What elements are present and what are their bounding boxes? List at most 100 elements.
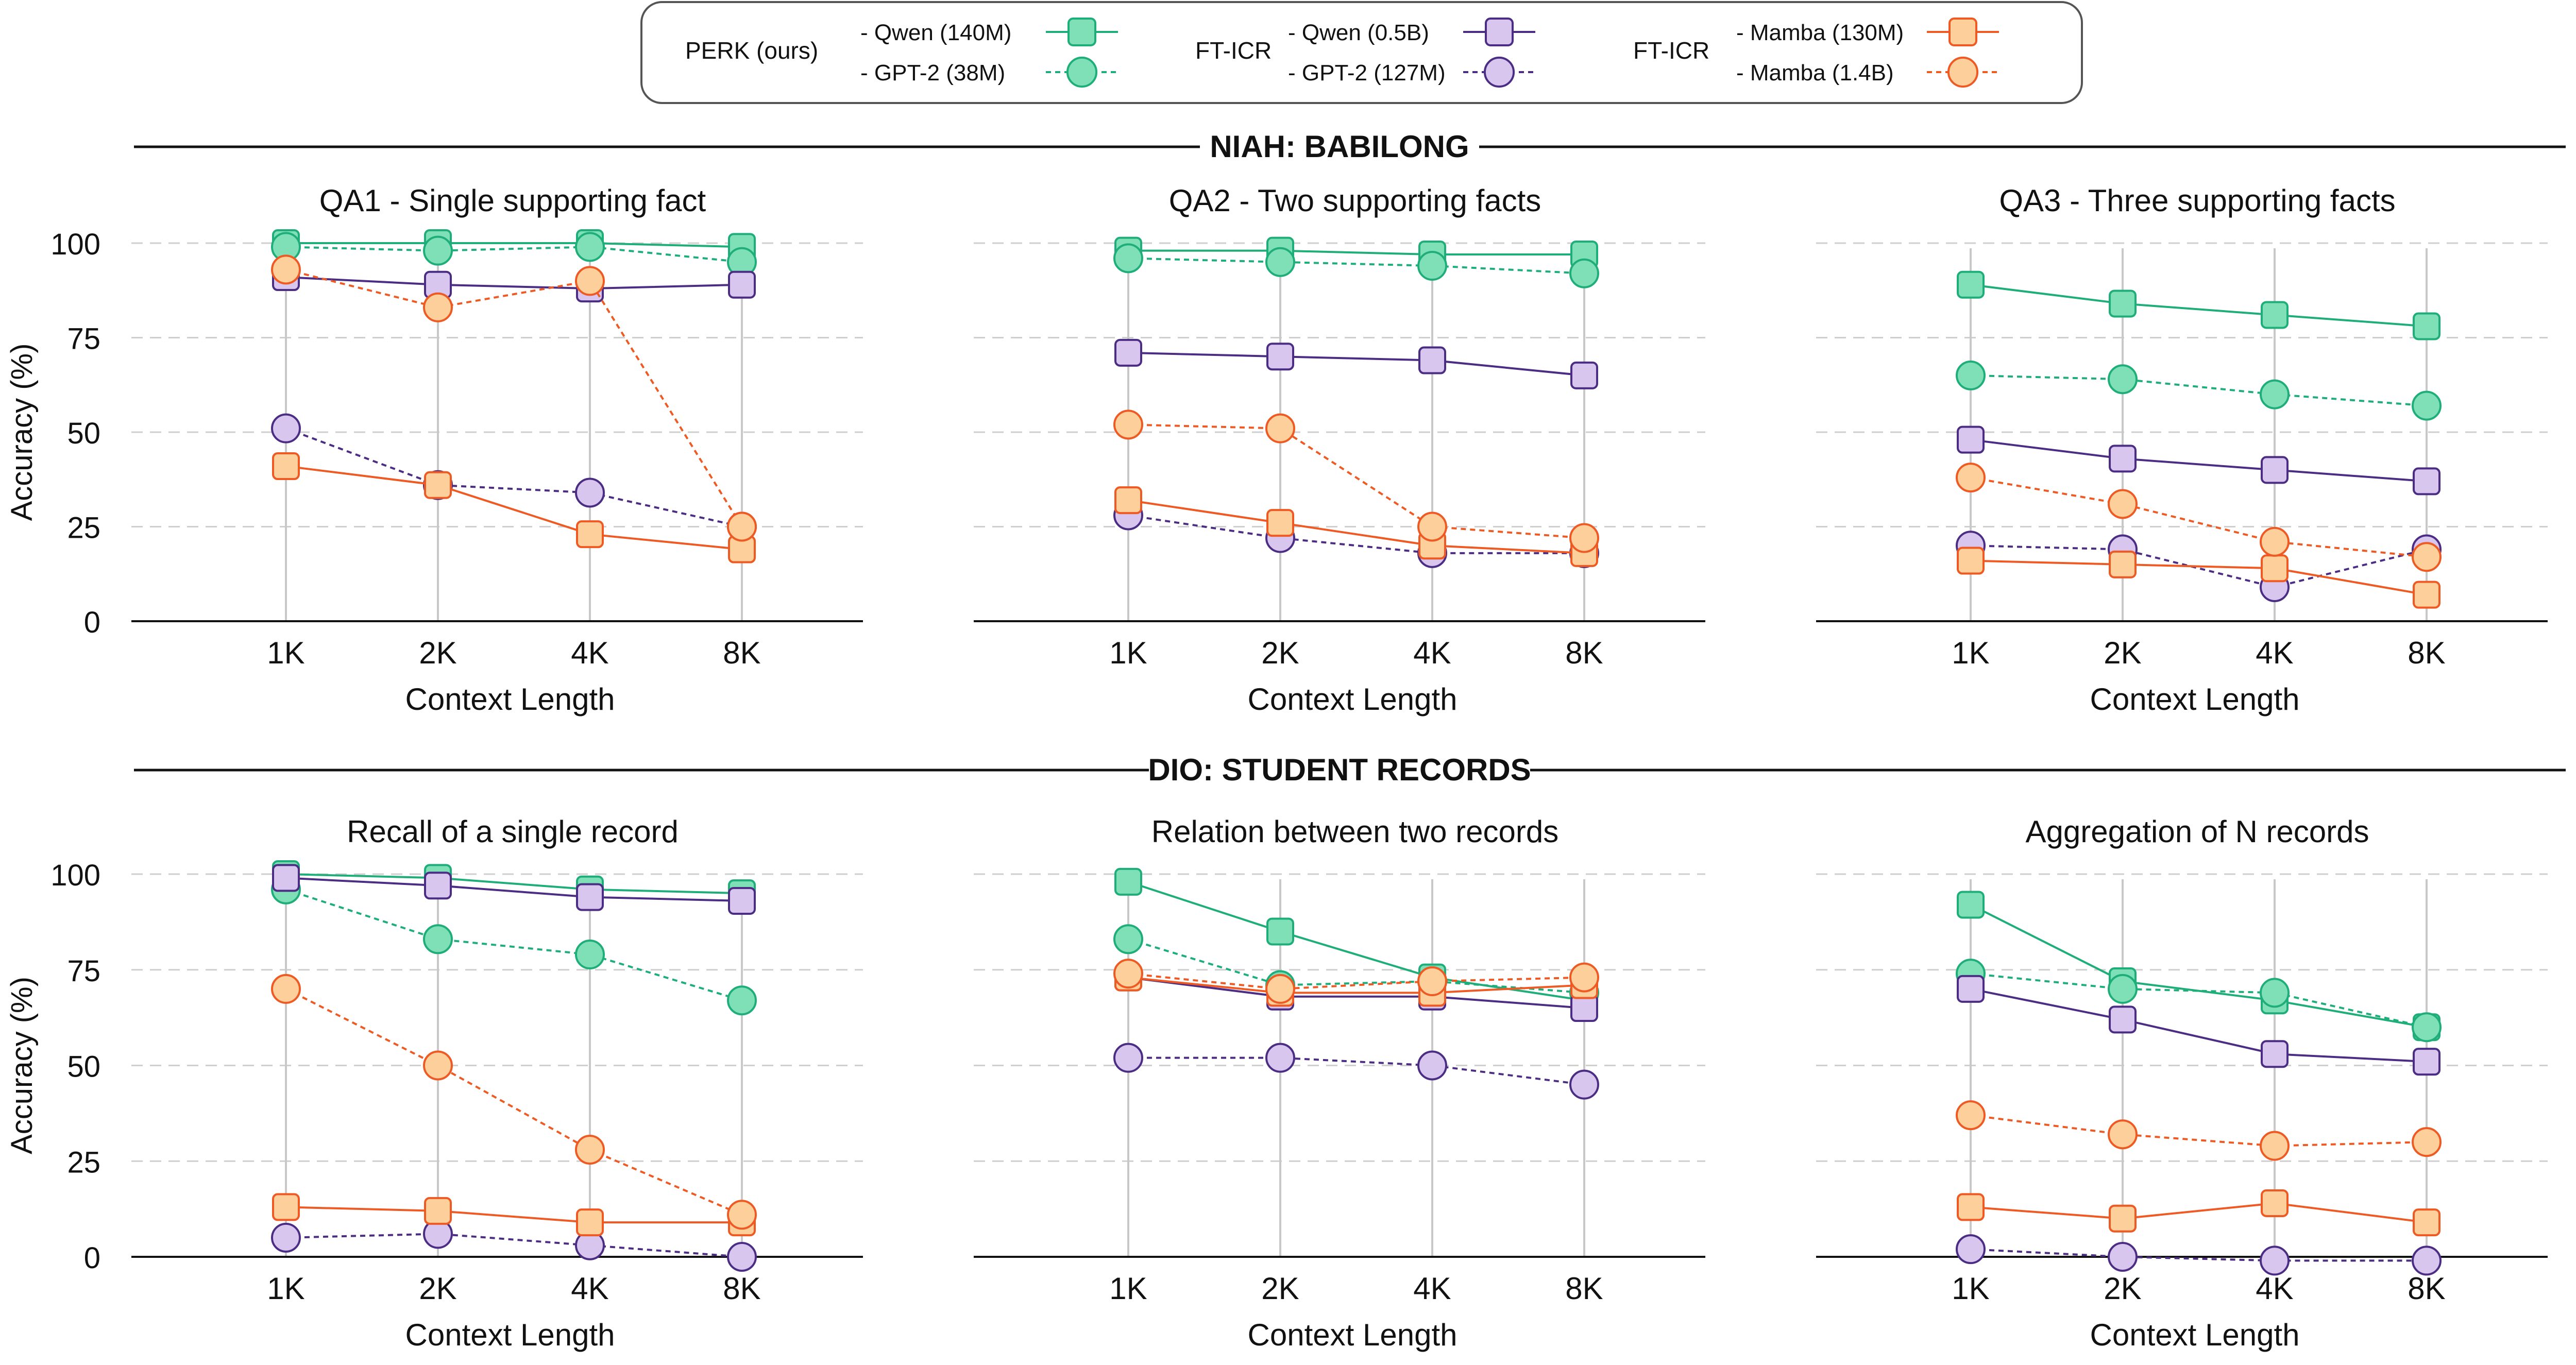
legend-entry-label: - Qwen (140M) (860, 20, 1011, 45)
x-tick-label: 4K (571, 636, 608, 670)
x-tick-label: 2K (2104, 1271, 2141, 1306)
data-point (271, 974, 301, 1004)
data-point (423, 1050, 453, 1081)
series-ft_mamba14 (271, 974, 757, 1230)
x-tick-label: 4K (2256, 636, 2293, 670)
legend-entry-label: - GPT-2 (38M) (860, 60, 1005, 86)
legend-entry-label: - Mamba (1.4B) (1736, 60, 1894, 86)
x-axis-label: Context Length (1248, 682, 1458, 716)
panel-title: Recall of a single record (347, 814, 679, 849)
data-point (2109, 1204, 2137, 1233)
data-point (1113, 243, 1143, 274)
data-point (272, 864, 300, 892)
data-point (1957, 891, 1985, 919)
series-line (1970, 1248, 2427, 1262)
data-point (1957, 1193, 1985, 1221)
panel-title: Relation between two records (1151, 814, 1558, 849)
series-ft_mamba130 (1957, 1189, 2441, 1237)
series-ft_gpt2 (271, 1219, 757, 1272)
series-ft_mamba130 (1957, 547, 2441, 609)
data-point (2413, 312, 2441, 340)
data-point (2261, 1040, 2289, 1068)
data-point (575, 232, 605, 262)
data-point (1956, 1234, 1986, 1265)
data-point (1265, 247, 1295, 277)
data-point (576, 1208, 604, 1237)
legend-entry-label: - Qwen (0.5B) (1288, 20, 1429, 45)
legend-marker-circle (1483, 56, 1515, 88)
data-point (2412, 390, 2442, 421)
data-point (728, 270, 756, 299)
series-ft_gpt2 (1956, 1234, 2442, 1276)
data-point (1569, 1069, 1599, 1100)
x-tick-label: 8K (1565, 636, 1603, 670)
legend: PERK (ours) - Qwen (140M) - GPT-2 (38M) FT-… (640, 1, 2083, 104)
data-point (1957, 547, 1985, 575)
data-point (2261, 456, 2289, 484)
x-axis-label: Context Length (2090, 1318, 2300, 1352)
series-ft_mamba14 (1113, 959, 1599, 1004)
data-point (2109, 550, 2137, 578)
chart-panel: Recall of a single record 0 25 50 75 100 Accur… (5, 814, 863, 1352)
data-point (272, 1193, 300, 1221)
data-point (2261, 554, 2289, 583)
x-tick-label: 1K (1109, 1271, 1147, 1306)
data-point (727, 985, 757, 1016)
data-point (1957, 270, 1985, 299)
series-line (1970, 1114, 2427, 1147)
data-point (1265, 413, 1295, 443)
data-point (2412, 1127, 2442, 1157)
series-line (1128, 976, 1585, 1010)
series-line (1970, 987, 2427, 1063)
data-point (1956, 463, 1986, 493)
data-point (2260, 526, 2290, 557)
legend-marker-circle (1947, 56, 1979, 88)
series-line (285, 873, 742, 895)
series-ft_qwen (1957, 425, 2441, 496)
series-perk_gpt2 (1113, 243, 1599, 288)
chart-panel: QA3 - Three supporting facts 1K 2K 4K 8K Cont… (1816, 183, 2548, 716)
data-point (272, 452, 300, 481)
data-point (2108, 364, 2138, 395)
data-point (1114, 867, 1142, 896)
chart-panel: Relation between two records 1K 2K 4K 8K Cont… (974, 814, 1705, 1352)
y-tick-label: 25 (67, 1146, 100, 1179)
data-point (1569, 962, 1599, 993)
data-point (728, 887, 756, 915)
series-ft_mamba14 (1956, 463, 2442, 572)
x-tick-label: 8K (2408, 1271, 2445, 1306)
series-line (1970, 972, 2427, 1029)
data-point (2108, 1119, 2138, 1150)
series-line (1128, 499, 1585, 554)
data-point (2412, 542, 2442, 572)
data-point (1113, 1043, 1143, 1073)
data-point (2108, 974, 2138, 1004)
series-line (1970, 903, 2427, 1029)
data-point (2108, 1242, 2138, 1272)
series-line (1128, 976, 1585, 994)
data-point (2260, 1131, 2290, 1161)
data-point (1957, 975, 1985, 1003)
data-point (2412, 1245, 2442, 1276)
chart-panel: Aggregation of N records 1K 2K 4K 8K Context … (1816, 814, 2548, 1352)
data-point (575, 477, 605, 508)
x-tick-label: 1K (1952, 636, 1989, 670)
legend-marker-square (1948, 18, 1977, 46)
x-axis-label: Context Length (2090, 682, 2300, 716)
data-point (424, 471, 452, 499)
series-ft_mamba130 (272, 452, 756, 564)
y-tick-label: 0 (84, 606, 100, 639)
data-point (1114, 486, 1142, 515)
data-point (1265, 974, 1295, 1004)
series-line (1970, 544, 2427, 589)
data-point (423, 924, 453, 954)
series-ft_qwen (1957, 975, 2441, 1076)
panel-title: QA3 - Three supporting facts (1999, 183, 2395, 218)
chart-panel: QA2 - Two supporting facts 1K 2K 4K 8K Contex… (974, 183, 1705, 716)
data-point (2109, 289, 2137, 318)
data-point (1266, 343, 1294, 371)
series-line (1970, 374, 2427, 407)
series-line (286, 242, 742, 248)
x-tick-label: 4K (1413, 636, 1451, 670)
data-point (271, 254, 301, 285)
